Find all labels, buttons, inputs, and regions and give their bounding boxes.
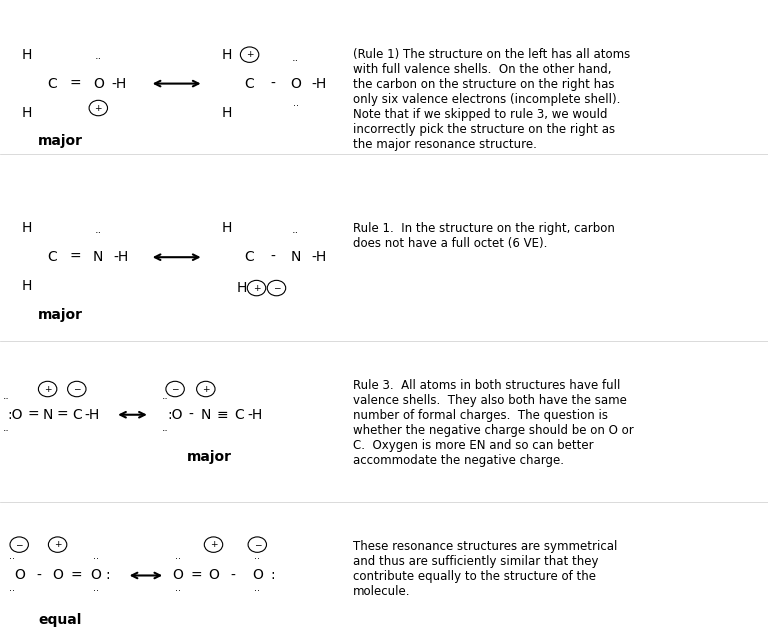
Text: H: H xyxy=(22,221,32,235)
Text: major: major xyxy=(187,449,231,464)
Text: O: O xyxy=(208,568,219,583)
Text: -: - xyxy=(188,408,193,422)
Text: ··: ·· xyxy=(94,54,102,64)
Text: N: N xyxy=(42,408,53,422)
Text: -H: -H xyxy=(114,250,129,264)
Text: ··: ·· xyxy=(3,426,9,436)
Text: N: N xyxy=(93,250,104,264)
Text: ··: ·· xyxy=(93,586,99,597)
Text: O: O xyxy=(173,568,184,583)
Text: ··: ·· xyxy=(292,56,300,66)
Text: O: O xyxy=(290,77,301,91)
Text: C: C xyxy=(245,250,254,264)
Text: +: + xyxy=(253,284,260,293)
Text: O: O xyxy=(252,568,263,583)
Text: +: + xyxy=(94,104,102,113)
Text: O: O xyxy=(52,568,63,583)
Text: =: = xyxy=(71,568,83,583)
Text: =: = xyxy=(27,408,39,422)
Text: C: C xyxy=(48,250,57,264)
Text: Rule 3.  All atoms in both structures have full
valence shells.  They also both : Rule 3. All atoms in both structures hav… xyxy=(353,379,634,467)
Text: C: C xyxy=(245,77,254,91)
Text: +: + xyxy=(44,385,51,394)
Text: ··: ·· xyxy=(8,554,15,565)
Text: These resonance structures are symmetrical
and thus are sufficiently similar tha: These resonance structures are symmetric… xyxy=(353,540,617,598)
Text: :: : xyxy=(270,568,275,583)
Text: -: - xyxy=(270,250,275,264)
Text: ··: ·· xyxy=(293,101,299,111)
Text: H: H xyxy=(221,48,232,62)
Text: +: + xyxy=(54,540,61,549)
Text: −: − xyxy=(171,385,179,394)
Text: -H: -H xyxy=(311,77,326,91)
Text: +: + xyxy=(210,540,217,549)
Text: -H: -H xyxy=(84,408,100,422)
Text: +: + xyxy=(246,50,253,59)
Text: (Rule 1) The structure on the left has all atoms
with full valence shells.  On t: (Rule 1) The structure on the left has a… xyxy=(353,48,631,151)
Text: :: : xyxy=(105,568,110,583)
Text: equal: equal xyxy=(38,613,81,628)
Text: ··: ·· xyxy=(93,554,99,565)
Text: H: H xyxy=(221,221,232,235)
Text: N: N xyxy=(290,250,301,264)
Text: −: − xyxy=(73,385,81,394)
Text: O: O xyxy=(91,568,101,583)
Text: -: - xyxy=(230,568,235,583)
Text: :O: :O xyxy=(8,408,23,422)
Text: H: H xyxy=(221,105,232,120)
Text: ··: ·· xyxy=(292,228,300,238)
Text: H: H xyxy=(22,105,32,120)
Text: C: C xyxy=(72,408,81,422)
Text: -H: -H xyxy=(311,250,326,264)
Text: ··: ·· xyxy=(8,586,15,597)
Text: ··: ·· xyxy=(94,228,102,238)
Text: =: = xyxy=(69,250,81,264)
Text: H: H xyxy=(22,279,32,293)
Text: -H: -H xyxy=(111,77,127,91)
Text: major: major xyxy=(38,308,82,322)
Text: C: C xyxy=(48,77,57,91)
Text: −: − xyxy=(273,284,280,293)
Text: ··: ·· xyxy=(175,554,181,565)
Text: O: O xyxy=(14,568,25,583)
Text: -: - xyxy=(36,568,41,583)
Text: Rule 1.  In the structure on the right, carbon
does not have a full octet (6 VE): Rule 1. In the structure on the right, c… xyxy=(353,222,615,250)
Text: major: major xyxy=(38,134,82,149)
Text: H: H xyxy=(237,281,247,295)
Text: =: = xyxy=(69,77,81,91)
Text: −: − xyxy=(15,540,23,549)
Text: -: - xyxy=(270,77,275,91)
Text: ··: ·· xyxy=(254,554,260,565)
Text: ··: ·· xyxy=(175,586,181,597)
Text: −: − xyxy=(253,540,261,549)
Text: =: = xyxy=(190,568,202,583)
Text: O: O xyxy=(93,77,104,91)
Text: =: = xyxy=(56,408,68,422)
Text: ··: ·· xyxy=(162,426,168,436)
Text: ··: ·· xyxy=(3,394,9,404)
Text: ··: ·· xyxy=(162,394,168,404)
Text: :O: :O xyxy=(167,408,183,422)
Text: +: + xyxy=(202,385,210,394)
Text: -H: -H xyxy=(247,408,263,422)
Text: H: H xyxy=(22,48,32,62)
Text: N: N xyxy=(200,408,211,422)
Text: ··: ·· xyxy=(254,586,260,597)
Text: ≡: ≡ xyxy=(217,408,229,422)
Text: C: C xyxy=(235,408,244,422)
